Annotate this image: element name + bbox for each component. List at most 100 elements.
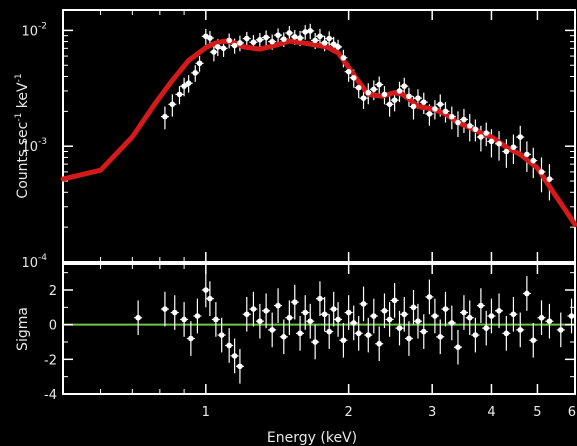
residual-data-point <box>376 340 383 347</box>
spectrum-data-point <box>330 41 337 47</box>
spectrum-data-point <box>449 113 455 120</box>
spectrum-data-point <box>461 116 467 123</box>
residual-data-point <box>483 325 490 331</box>
residual-data-point <box>330 306 337 312</box>
residual-y-tick-label: 2 <box>49 284 57 299</box>
spectrum-data-point <box>396 88 403 94</box>
residual-data-point <box>350 320 357 326</box>
spectrum-y-tick-label: 10-3 <box>21 137 47 155</box>
residual-y-tick-label: -4 <box>44 388 57 403</box>
residual-data-point <box>496 308 502 314</box>
residual-data-point <box>442 306 449 312</box>
residual-data-point <box>226 342 232 349</box>
residual-data-point <box>530 337 537 344</box>
residual-data-point <box>415 318 421 325</box>
residual-data-points <box>135 287 575 370</box>
residual-data-point <box>503 330 510 337</box>
residual-data-point <box>269 327 275 333</box>
spectrum-data-point <box>538 169 545 175</box>
residual-data-point <box>312 339 318 345</box>
spectrum-data-point <box>510 144 517 151</box>
model-curve <box>60 38 577 228</box>
spectrum-data-point <box>432 106 438 112</box>
residual-data-point <box>426 294 433 300</box>
spectrum-data-point <box>517 134 524 140</box>
residual-data-point <box>302 309 309 316</box>
spectrum-data-point <box>335 44 341 50</box>
residual-data-point <box>546 318 553 325</box>
spectrum-data-point <box>312 37 318 44</box>
residual-data-point <box>188 335 194 342</box>
residual-panel: -4 -2 0 2 1 2 3 4 5 6 <box>44 263 576 420</box>
spectrum-data-point <box>437 101 444 108</box>
spectrum-y-tick-label: 10-2 <box>21 21 47 39</box>
spectrum-data-point <box>340 54 347 61</box>
residual-data-point <box>371 313 377 319</box>
spectrum-data-point <box>263 34 269 41</box>
residual-data-point <box>420 328 427 335</box>
residual-data-point <box>257 318 263 325</box>
spectrum-data-point <box>181 83 187 89</box>
residual-data-point <box>360 301 367 307</box>
residual-data-point <box>510 311 517 318</box>
residual-data-point <box>455 344 461 351</box>
spectrum-data-point <box>355 84 362 91</box>
spectrum-data-point <box>269 38 275 45</box>
spectrum-data-point <box>297 35 303 41</box>
spectrum-data-point <box>291 34 298 40</box>
spectrum-panel: 10-4 10-3 10-2 <box>21 9 577 271</box>
spectrum-data-point <box>211 49 217 55</box>
residual-data-point <box>557 327 564 333</box>
spectrum-data-point <box>162 113 168 120</box>
residual-data-point <box>181 316 187 323</box>
residual-data-point <box>135 314 141 321</box>
spectrum-data-point <box>503 148 510 155</box>
residual-data-point <box>365 332 372 338</box>
residual-data-point <box>307 318 314 325</box>
residual-data-point <box>355 330 362 337</box>
spectrum-data-point <box>371 86 377 93</box>
residual-data-point <box>538 314 545 321</box>
spectrum-data-point <box>391 97 398 103</box>
residual-data-point <box>391 297 398 304</box>
spectrum-data-point <box>530 157 537 164</box>
spectrum-data-point <box>524 151 530 158</box>
spectrum-data-point <box>410 103 417 110</box>
residual-data-point <box>203 287 209 293</box>
spectrum-data-point <box>426 111 433 117</box>
spectrum-data-point <box>406 93 412 100</box>
residual-data-point <box>340 337 347 344</box>
spectrum-data-point <box>350 74 357 81</box>
spectrum-data-point <box>345 68 352 75</box>
spectrum-panel-frame <box>62 9 576 263</box>
residual-data-point <box>478 302 484 309</box>
residual-data-point <box>275 302 281 309</box>
residual-data-point <box>321 311 328 318</box>
spectrum-data-point <box>472 126 479 133</box>
spectrum-data-point <box>302 29 309 35</box>
energy-axis-label: Energy (keV) <box>267 430 357 446</box>
spectrum-data-point <box>280 36 287 42</box>
spectrum-data-points <box>162 28 553 182</box>
energy-tick-labels: 1 2 3 4 5 6 <box>202 405 576 420</box>
residual-y-axis-label: Sigma <box>15 307 31 351</box>
residual-data-point <box>317 295 323 302</box>
spectrum-ticks <box>63 10 576 263</box>
residual-data-point <box>218 332 225 338</box>
energy-tick-label: 2 <box>344 405 352 420</box>
spectrum-data-point <box>220 45 227 52</box>
residual-data-point <box>386 316 393 323</box>
residual-data-point <box>194 313 201 319</box>
spectrum-data-point <box>326 35 333 42</box>
spectrum-data-point <box>207 35 213 41</box>
residual-data-point <box>406 335 412 342</box>
residual-y-tick-label: -2 <box>44 353 57 368</box>
residual-data-point <box>291 299 298 305</box>
spectrum-data-point <box>546 176 553 182</box>
spectrum-y-tick-labels: 10-4 10-3 10-2 <box>21 21 47 271</box>
residual-data-point <box>472 332 479 338</box>
energy-tick-label: 5 <box>533 405 541 420</box>
spectrum-data-point <box>286 30 293 36</box>
spectrum-data-point <box>226 37 232 44</box>
